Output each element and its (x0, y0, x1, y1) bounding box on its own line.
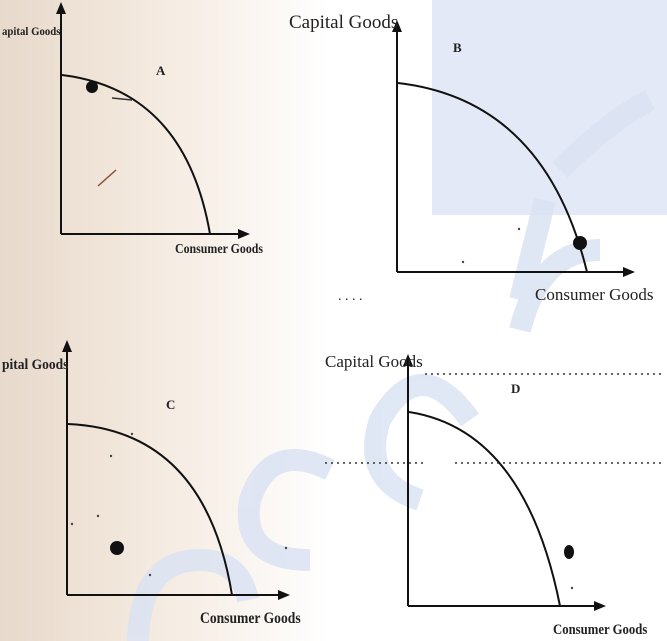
panel-b-xlabel: Consumer Goods (535, 285, 654, 304)
panel-b-x-arrow (623, 267, 635, 277)
panel-d-xlabel: Consumer Goods (553, 622, 648, 638)
svg-text:. . . .: . . . . (338, 289, 363, 304)
panel-c-ppf-curve (67, 423, 233, 596)
panel-a-pen-mark (97, 169, 117, 187)
panel-c-letter: C (166, 397, 176, 412)
panel-c-point (110, 541, 124, 555)
panel-d-ppf-curve (408, 411, 561, 607)
panel-b-ylabel: Capital Goods (289, 12, 399, 33)
panel-a-y-arrow (56, 2, 66, 14)
panel-d-x-arrow (594, 601, 606, 611)
panel-d-ylabel: Capital Goods (325, 352, 423, 371)
paper-shading (0, 0, 330, 641)
panel-b-point (573, 236, 587, 250)
panel-a-xlabel: Consumer Goods (175, 242, 264, 257)
panel-a-ylabel: apital Goods (2, 24, 61, 38)
panel-d-y-arrow (403, 354, 413, 366)
panel-a-point (86, 81, 98, 93)
panel-a-ppf-curve (61, 74, 211, 235)
panel-a-letter: A (156, 63, 166, 78)
panel-c-xlabel: Consumer Goods (200, 610, 301, 627)
panel-b-letter: B (453, 40, 462, 55)
panel-d-point (564, 545, 574, 559)
panel-c-ylabel: pital Goods (2, 357, 69, 373)
panel-d-letter: D (511, 381, 521, 396)
panel-a-x-arrow (238, 229, 250, 239)
panel-b-ppf-curve (397, 82, 588, 273)
panel-c-x-arrow (278, 590, 290, 600)
panel-c-y-arrow (62, 340, 72, 352)
panel-a-mark (111, 97, 133, 101)
panel-b-y-arrow (392, 20, 402, 32)
